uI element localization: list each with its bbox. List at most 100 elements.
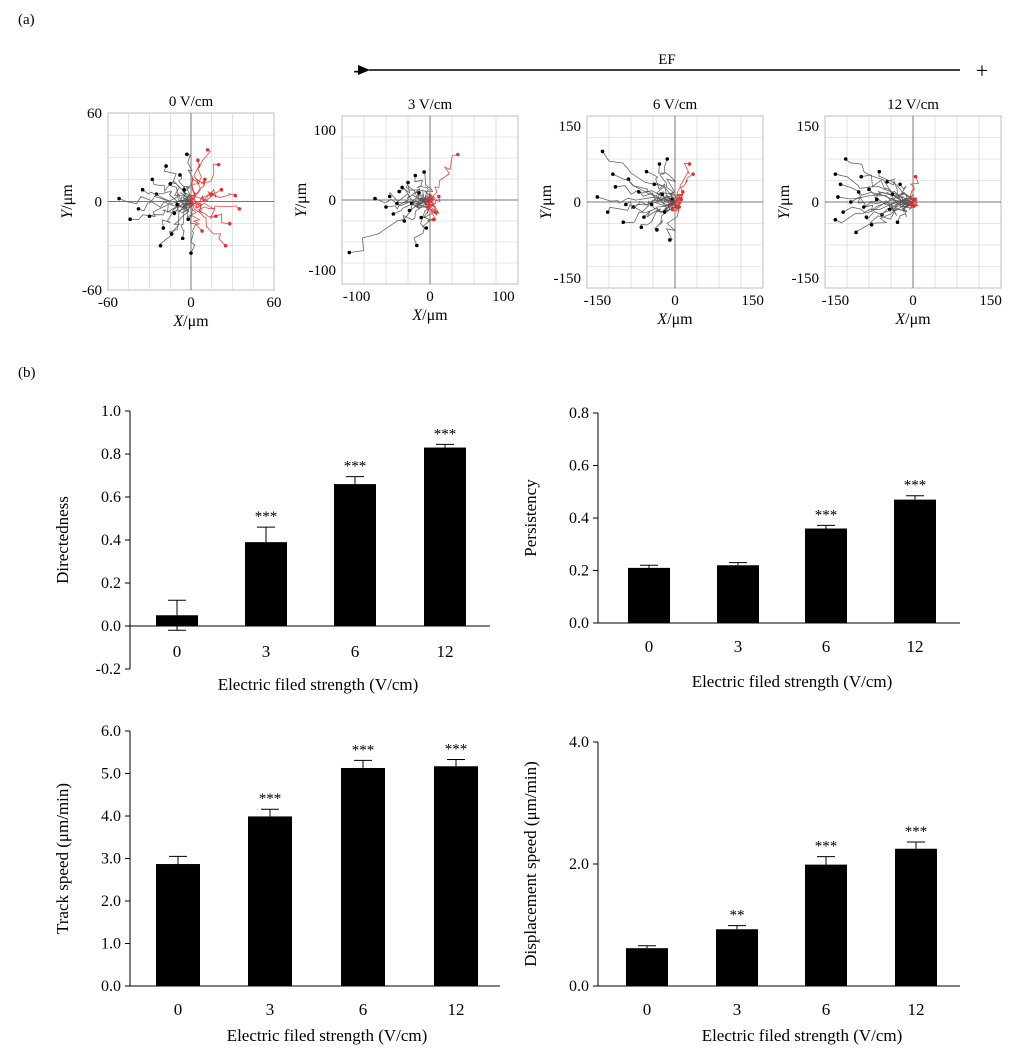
cell-track: [423, 170, 434, 201]
track-endpoint: [419, 215, 424, 220]
track-endpoint: [424, 226, 429, 230]
x-tick-label: 3: [733, 1000, 742, 1019]
track-endpoint: [864, 215, 869, 219]
track-endpoint: [679, 197, 684, 202]
x-axis-variable: X: [172, 313, 184, 330]
bar: [805, 528, 847, 623]
track-endpoint: [913, 174, 918, 179]
x-tick-label: 12: [437, 642, 454, 661]
track-endpoint: [642, 215, 646, 219]
bar: [245, 542, 287, 626]
track-endpoint: [833, 172, 838, 176]
y-tick-label: 150: [797, 119, 820, 135]
y-tick-label: -150: [554, 271, 582, 287]
bar: [334, 484, 376, 626]
track-endpoint: [223, 243, 228, 248]
error-bar: [906, 495, 924, 500]
cell-track: [607, 201, 676, 213]
track-endpoint: [869, 222, 874, 227]
panel-label-a: (a): [18, 12, 35, 28]
track-endpoint: [600, 149, 605, 154]
bar: [248, 816, 292, 986]
y-tick-label: -60: [82, 283, 102, 299]
error-bar: [729, 562, 747, 566]
y-tick-label: 6.0: [101, 723, 121, 740]
y-tick-label: -100: [309, 263, 337, 279]
x-tick-label: 0: [173, 642, 182, 661]
cell-track: [907, 199, 919, 211]
track-endpoint: [687, 162, 692, 166]
cell-track: [389, 191, 431, 203]
track-endpoint: [147, 214, 152, 219]
significance-marker: ***: [905, 824, 928, 840]
track-endpoint: [624, 202, 628, 207]
significance-marker: ***: [904, 478, 927, 494]
track-endpoint: [434, 210, 438, 215]
significance-marker: ***: [445, 741, 468, 757]
track-endpoint: [391, 212, 396, 216]
y-axis-unit: /μm: [293, 182, 310, 208]
x-tick-label: 0: [426, 289, 434, 305]
x-tick-label: 3: [266, 1000, 275, 1019]
significance-marker: ***: [259, 791, 282, 807]
track-endpoint: [205, 148, 210, 152]
y-axis-label: Y/μm: [293, 182, 310, 217]
cell-track: [640, 201, 676, 228]
significance-marker: ***: [815, 507, 838, 523]
y-tick-label: 0.0: [569, 615, 589, 632]
x-axis-label: X/μm: [894, 311, 931, 328]
track-endpoint: [605, 210, 610, 214]
track-endpoint: [665, 157, 670, 161]
y-tick-label: 3.0: [101, 851, 121, 868]
bar: [894, 499, 936, 623]
error-bar: [169, 855, 187, 865]
x-tick-label: 6: [351, 642, 360, 661]
track-endpoint: [164, 164, 168, 168]
plot-title: 12 V/cm: [887, 97, 939, 113]
x-tick-label: 0: [174, 1000, 183, 1019]
track-endpoint: [233, 193, 238, 198]
x-axis-unit: /μm: [183, 313, 209, 330]
x-tick-label: 100: [492, 289, 515, 305]
bar-chart-4: 4.0 2.0 0.0 0 ** 3 *** 6 *** 12 Electric filed str…: [521, 734, 960, 1045]
track-endpoint: [639, 225, 644, 230]
y-tick-label: 4.0: [101, 808, 121, 825]
track-endpoint: [843, 157, 848, 161]
error-bar: [354, 759, 372, 768]
y-tick-label: 60: [87, 106, 102, 122]
track-endpoint: [397, 189, 402, 194]
bar: [156, 615, 198, 626]
track-endpoint: [885, 179, 889, 184]
y-tick-label: 2.0: [101, 893, 121, 910]
x-tick-label: 0: [645, 637, 654, 656]
track-endpoint: [169, 232, 174, 236]
bar: [805, 864, 847, 986]
cell-track: [612, 173, 676, 203]
cell-track: [850, 196, 914, 208]
y-tick-label: -0.2: [96, 661, 121, 678]
track-endpoint: [841, 210, 845, 214]
cell-track: [142, 189, 192, 203]
track-endpoint: [655, 228, 659, 232]
track-endpoint: [836, 195, 840, 199]
cell-track: [674, 173, 694, 203]
cell-track: [187, 201, 203, 232]
track-endpoint: [649, 202, 654, 207]
x-tick-label: 150: [979, 293, 1002, 309]
y-tick-label: 0: [95, 195, 103, 211]
significance-marker: **: [730, 908, 745, 924]
x-axis-title: Electric filed strength (V/cm): [218, 675, 419, 694]
track-endpoint: [200, 229, 204, 233]
track-endpoint: [456, 152, 460, 157]
y-tick-label: 1.0: [101, 936, 121, 953]
track-endpoint: [227, 221, 232, 226]
track-endpoint: [613, 185, 618, 189]
y-axis-label: Y/μm: [776, 184, 793, 219]
cell-track: [602, 151, 676, 203]
cell-track: [190, 160, 201, 202]
cell-track: [425, 193, 441, 203]
bar-chart-1: 1.0 0.8 0.6 0.4 0.2 0.0 -0.2 0 *** 3 *** 6 *** 12 Elec…: [53, 403, 490, 694]
